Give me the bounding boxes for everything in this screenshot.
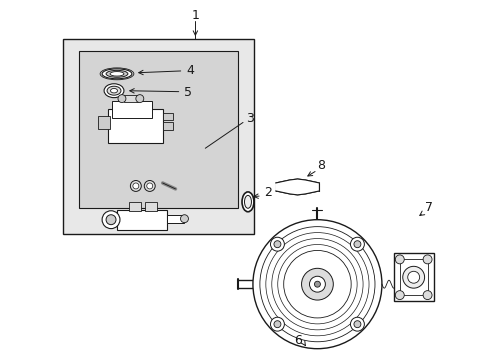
Circle shape [252, 220, 381, 349]
Circle shape [353, 321, 360, 328]
Text: 2: 2 [264, 186, 271, 199]
Circle shape [407, 271, 419, 283]
Bar [108, 109, 163, 143]
Ellipse shape [106, 70, 128, 77]
Circle shape [118, 95, 126, 103]
Text: 6: 6 [293, 334, 301, 347]
Circle shape [270, 317, 284, 331]
Circle shape [146, 183, 152, 189]
Ellipse shape [244, 195, 251, 208]
Text: 4: 4 [186, 64, 194, 77]
Circle shape [350, 237, 364, 251]
Circle shape [144, 180, 155, 192]
Bar [112, 100, 151, 118]
Bar [399, 260, 427, 295]
Circle shape [394, 291, 404, 300]
Bar [144, 202, 156, 211]
Circle shape [273, 241, 280, 248]
Bar [129, 202, 141, 211]
Circle shape [350, 317, 364, 331]
Bar [163, 113, 172, 121]
Bar [117, 210, 166, 230]
Ellipse shape [107, 86, 121, 95]
Circle shape [106, 215, 116, 225]
Circle shape [136, 95, 143, 103]
Circle shape [301, 268, 333, 300]
Circle shape [422, 291, 431, 300]
Circle shape [394, 255, 404, 264]
Ellipse shape [102, 69, 132, 79]
Circle shape [130, 180, 141, 192]
PathPatch shape [275, 179, 319, 195]
Circle shape [422, 255, 431, 264]
Ellipse shape [242, 192, 253, 212]
Text: 1: 1 [191, 9, 199, 22]
Text: 8: 8 [317, 159, 325, 172]
Circle shape [353, 241, 360, 248]
Text: 5: 5 [184, 86, 192, 99]
Circle shape [314, 281, 320, 287]
Circle shape [273, 321, 280, 328]
Text: 3: 3 [245, 112, 253, 125]
Bar [123, 95, 138, 102]
Circle shape [133, 183, 139, 189]
Circle shape [180, 215, 188, 223]
Circle shape [102, 211, 120, 229]
Ellipse shape [104, 84, 123, 98]
Bar [98, 116, 110, 129]
Text: 7: 7 [424, 201, 432, 214]
Ellipse shape [110, 89, 117, 93]
Bar [63, 39, 253, 234]
Ellipse shape [110, 72, 123, 76]
Circle shape [270, 237, 284, 251]
Bar [166, 215, 184, 223]
Bar [393, 253, 433, 301]
Bar [79, 51, 238, 208]
Circle shape [309, 276, 325, 292]
Circle shape [402, 266, 424, 288]
Bar [163, 122, 172, 130]
